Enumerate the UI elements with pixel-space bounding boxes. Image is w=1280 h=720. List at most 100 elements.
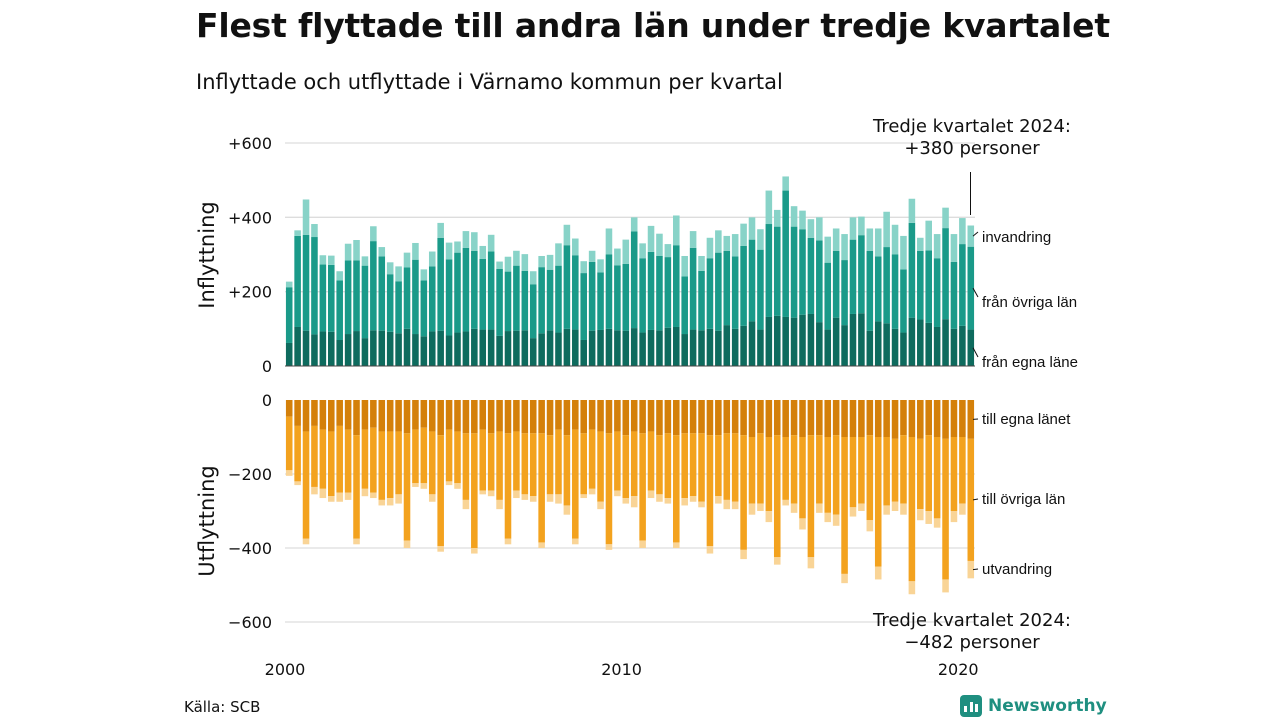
bar <box>336 425 343 493</box>
bar <box>353 400 360 436</box>
bar <box>563 505 571 515</box>
bar <box>967 225 975 247</box>
bar <box>496 431 503 500</box>
bar <box>925 400 932 436</box>
bar <box>849 239 857 314</box>
bar <box>933 234 941 259</box>
bar <box>538 255 545 268</box>
bar <box>824 262 832 330</box>
y-tick-label: −400 <box>228 539 272 558</box>
bar <box>344 334 352 366</box>
bar <box>580 261 587 274</box>
bar <box>428 266 436 332</box>
bar <box>816 503 823 513</box>
bar <box>757 400 764 434</box>
bar <box>765 224 773 317</box>
bar <box>546 400 554 436</box>
bar <box>454 241 461 253</box>
bar <box>454 252 461 333</box>
bar <box>386 400 394 432</box>
bar <box>361 338 369 367</box>
bar <box>344 243 352 261</box>
bar <box>445 429 453 482</box>
bar <box>630 431 638 497</box>
bar <box>328 331 335 366</box>
bar <box>900 503 907 515</box>
bar <box>580 273 587 340</box>
bar <box>311 237 318 335</box>
bar <box>285 416 293 471</box>
bar <box>874 256 882 322</box>
bar <box>900 332 907 366</box>
bar <box>740 245 747 326</box>
bar <box>445 400 453 430</box>
bar <box>866 228 874 251</box>
bar <box>891 400 899 439</box>
bar <box>773 209 781 227</box>
bar <box>513 490 520 499</box>
bar <box>378 431 386 500</box>
bar <box>454 431 461 484</box>
bar <box>588 488 596 495</box>
bar <box>403 400 411 434</box>
bar <box>420 336 428 366</box>
bar <box>866 435 874 521</box>
bar <box>933 326 941 366</box>
bar <box>479 245 487 259</box>
series-label: utvandring <box>982 561 1052 578</box>
x-tick-label: 2010 <box>601 660 642 679</box>
bar <box>353 240 360 261</box>
bar <box>403 328 411 366</box>
bar <box>546 254 554 270</box>
bar <box>521 494 529 500</box>
bar <box>900 235 907 270</box>
bar <box>555 494 562 504</box>
bar <box>715 330 722 366</box>
bar <box>597 400 604 432</box>
bar <box>807 435 815 558</box>
bar <box>656 255 663 331</box>
bar <box>572 238 579 256</box>
bar <box>841 234 848 261</box>
bar <box>757 433 764 504</box>
bar <box>302 199 310 235</box>
bar <box>849 217 857 240</box>
bar <box>681 334 688 366</box>
bar <box>891 328 899 366</box>
bar <box>731 433 739 502</box>
bar <box>782 190 789 317</box>
bar <box>319 331 327 366</box>
bar <box>572 400 579 430</box>
bar <box>370 241 377 331</box>
bar <box>723 400 731 434</box>
bar <box>681 276 688 335</box>
bar <box>782 316 789 366</box>
bar <box>555 332 562 366</box>
bar <box>757 249 764 330</box>
bar <box>622 498 630 504</box>
bar <box>731 501 739 510</box>
bar <box>546 494 554 502</box>
bar <box>353 538 360 545</box>
bar <box>689 400 697 434</box>
bar <box>950 511 958 523</box>
bar <box>656 494 663 502</box>
bar <box>294 230 301 236</box>
bar <box>706 435 714 547</box>
bar <box>782 400 789 437</box>
bar <box>614 431 621 491</box>
bar <box>773 226 781 316</box>
bar <box>925 322 932 366</box>
bar <box>496 400 503 432</box>
bar <box>664 400 672 434</box>
bar <box>319 488 327 499</box>
bar <box>572 429 579 539</box>
bar <box>479 258 487 330</box>
bar <box>328 264 335 332</box>
bar <box>336 492 343 502</box>
bar <box>285 287 293 343</box>
bar <box>546 269 554 331</box>
y-tick-label: 0 <box>262 391 272 410</box>
bar <box>294 425 301 482</box>
bar <box>529 271 537 285</box>
